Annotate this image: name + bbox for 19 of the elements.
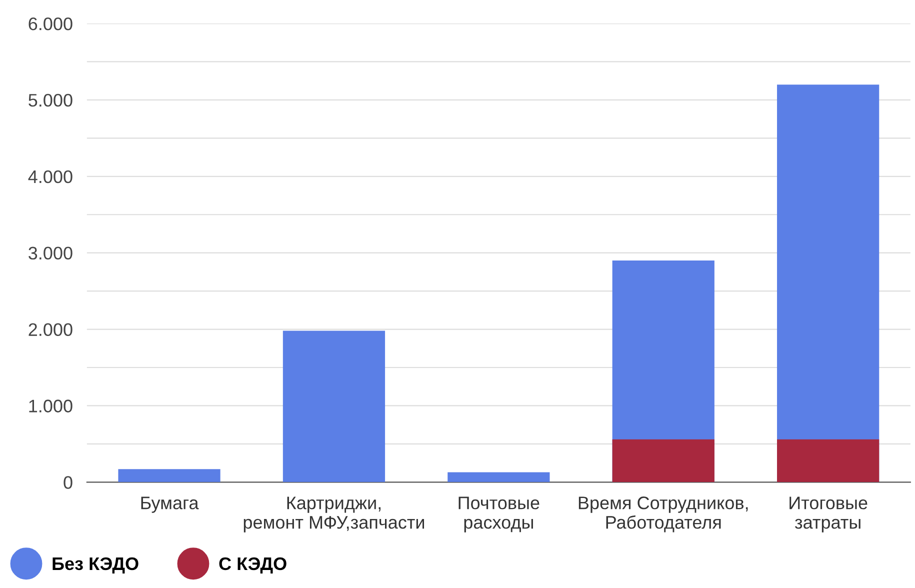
y-tick-label: 0: [64, 476, 72, 489]
bar: [282, 330, 386, 482]
bar: [612, 439, 714, 482]
y-tick-label: 4.000: [28, 170, 72, 184]
bar: [118, 469, 220, 482]
legend-label: С КЭДО: [219, 557, 286, 574]
y-tick-label: 6.000: [28, 17, 72, 30]
x-tick-label: Итоговые затраты: [790, 496, 868, 532]
bar: [448, 472, 550, 482]
y-tick-label: 5.000: [28, 94, 72, 107]
x-tick-label: Время Сотрудников, Работодателя: [578, 496, 748, 532]
y-tick-label: 1.000: [29, 400, 72, 412]
x-tick-label: Бумага: [141, 496, 199, 513]
y-tick-label: 3.000: [28, 246, 72, 260]
bar: [777, 439, 880, 482]
y-tick-label: 2.000: [28, 323, 72, 336]
legend-label: Без КЭДО: [52, 557, 138, 574]
x-tick-label: Почтовые расходы: [458, 496, 540, 532]
x-tick-label: Картриджи, ремонт МФУ,запчасти: [244, 496, 424, 532]
